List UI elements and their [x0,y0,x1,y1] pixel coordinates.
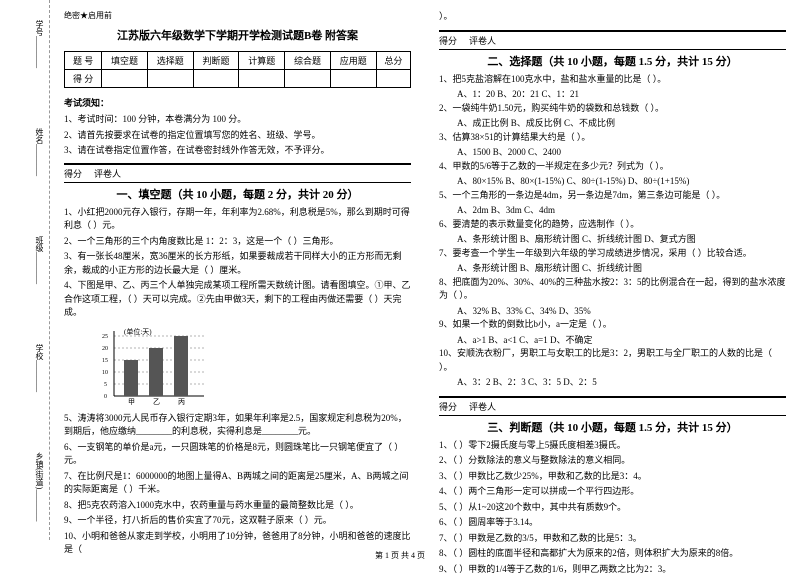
q: 10、安顺洗衣粉厂，男职工与女职工的比是3：2，男职工与全厂职工的人数的比是（ … [439,347,786,374]
cell [102,70,148,88]
score-label: 得分 [64,167,82,180]
q: 9、一个半径，打八折后的售价实宜了70元，这双鞋子原来（ ）元。 [64,514,411,528]
opt: A、条形统计图 B、扇形统计图 C、折线统计图 D、复式方图 [439,233,786,247]
q: 8、把底面为20%、30%、40%的三种盐水按2：3：5的比例混合在一起，得到的… [439,276,786,303]
svg-text:丙: 丙 [178,398,185,406]
chart-ylabel: (单位:天) [124,327,152,336]
q: 1、（ ）零下2摄氏度与零上5摄氏度相差3摄氏。 [439,439,786,453]
opt: A、a>1 B、a<1 C、a=1 D、不确定 [439,334,786,348]
th: 判断题 [193,52,239,70]
notice-item: 2、请首先按要求在试卷的指定位置填写您的姓名、班级、学号。 [64,129,411,142]
q-cont: ）。 [439,10,786,24]
opt: A、1：20 B、20：21 C、1：21 [439,88,786,102]
q: 1、小红把2000元存入银行，存期一年，年利率为2.68%，利息税是5%，那么到… [64,206,411,233]
q: 5、一个三角形的一条边是4dm，另一条边是7dm，第三条边可能是（ ）。 [439,189,786,203]
q: 5、（ ）从1~20这20个数中，其中共有质数9个。 [439,501,786,515]
q: 9、如果一个数的倒数比b小，a一定是（ ）。 [439,318,786,332]
th: 计算题 [239,52,285,70]
q: 3、（ ）甲数比乙数少25%，甲数和乙数的比是3：4。 [439,470,786,484]
q: 7、（ ）甲数是乙数的3/5，甲数和乙数的比是5：3。 [439,532,786,546]
q: 4、（ ）两个三角形一定可以拼成一个平行四边形。 [439,485,786,499]
notice-title: 考试须知： [64,96,411,109]
svg-text:乙: 乙 [153,398,160,406]
svg-text:甲: 甲 [128,398,135,406]
cell [147,70,193,88]
q: 4、下图是甲、乙、丙三个人单独完成某项工程所需天数统计图。请看图填空。①甲、乙合… [64,279,411,320]
th: 应用题 [330,52,376,70]
cell [239,70,285,88]
opt: A、成正比例 B、成反比例 C、不成比例 [439,117,786,131]
label-school: 学校________ [23,344,45,392]
q: 3、有一张长48厘米，宽36厘米的长方形纸，如果要裁成若干同样大小的正方形而无剩… [64,250,411,277]
q: 6、要清楚的表示数量变化的趋势，应选制作（ ）。 [439,218,786,232]
cell [330,70,376,88]
notice-item: 3、请在试卷指定位置作答，在试卷密封线外作答无效，不予评分。 [64,144,411,157]
reviewer-label: 评卷人 [94,167,121,180]
svg-text:5: 5 [104,382,107,388]
score-table: 题 号 填空题 选择题 判断题 计算题 综合题 应用题 总分 得 分 [64,51,411,88]
opt: A、2dm B、3dm C、4dm [439,204,786,218]
section1-title: 一、填空题（共 10 小题，每题 2 分，共计 20 分） [64,186,411,202]
q: 5、涛涛将3000元人民币存入银行定期3年，如果年利率是2.5，国家规定利息税为… [64,412,411,439]
q: 6、一支钢笔的单价是a元，一只圆珠笔的价格是8元，则圆珠笔比一只钢笔便宜了（ ）… [64,441,411,468]
opt: A、80×15% B、80×(1-15%) C、80÷(1-15%) D、80÷… [439,175,786,189]
th: 题 号 [65,52,102,70]
th: 选择题 [147,52,193,70]
opt: A、32% B、33% C、34% D、35% [439,305,786,319]
notice-item: 1、考试时间：100 分钟，本卷满分为 100 分。 [64,113,411,126]
reviewer-label: 评卷人 [469,34,496,47]
th: 填空题 [102,52,148,70]
score-label: 得分 [439,34,457,47]
q: 8、把5克农药溶入1000克水中，农药重量与药水重量的最简整数比是（ ）。 [64,499,411,513]
confidential-text: 绝密★启用前 [64,10,411,21]
cell [376,70,410,88]
q: 2、（ ）分数除法的意义与整数除法的意义相同。 [439,454,786,468]
q: 6、（ ）圆周率等于3.14。 [439,516,786,530]
label-town: 乡镇(街道)________ [23,452,45,521]
q: 4、甲数的5/6等于乙数的一半规定在多少元？列式为（ ）。 [439,160,786,174]
table-row: 题 号 填空题 选择题 判断题 计算题 综合题 应用题 总分 [65,52,411,70]
svg-text:20: 20 [102,346,108,352]
opt: A、1500 B、2000 C、2400 [439,146,786,160]
left-column: 绝密★启用前 江苏版六年级数学下学期开学检测试题B卷 附答案 题 号 填空题 选… [50,0,425,540]
q: 2、一个三角形的三个内角度数比是 1：2：3，这是一个（ ）三角形。 [64,235,411,249]
section-bar: 得分 评卷人 [64,163,411,183]
svg-text:0: 0 [104,394,107,400]
q: 1、把5克盐溶解在100克水中，盐和盐水重量的比是（ ）。 [439,73,786,87]
cell [193,70,239,88]
binding-labels: 学号________ 姓名________ 班级________ 学校_____… [23,20,45,521]
section-bar: 得分 评卷人 [439,30,786,50]
svg-text:10: 10 [102,370,108,376]
section2-title: 二、选择题（共 10 小题，每题 1.5 分，共计 15 分） [439,53,786,69]
reviewer-label: 评卷人 [469,400,496,413]
opt: A、条形统计图 B、扇形统计图 C、折线统计图 [439,262,786,276]
label-id: 学号________ [23,20,45,68]
row-label: 得 分 [65,70,102,88]
q: 7、在比例尺是1：6000000的地图上量得A、B两城之间的距离是25厘米，A、… [64,470,411,497]
svg-text:25: 25 [102,334,108,340]
th: 总分 [376,52,410,70]
binding-margin: 学号________ 姓名________ 班级________ 学校_____… [0,0,50,540]
score-label: 得分 [439,400,457,413]
q: 3、估算38×51的计算结果大约是（ ）。 [439,131,786,145]
opt: A、3：2 B、2：3 C、3：5 D、2：5 [439,376,786,390]
cell [285,70,331,88]
bar-chart: (单位:天) 0 5 10 15 20 25 甲 乙 丙 [94,326,214,406]
q: 7、要考查一个学生一年级到六年级的学习成绩进步情况，采用（ ）比较合适。 [439,247,786,261]
page-footer: 第 1 页 共 4 页 [0,550,800,561]
section3-title: 三、判断题（共 10 小题，每题 1.5 分，共计 15 分） [439,419,786,435]
label-name: 姓名________ [23,128,45,176]
table-row: 得 分 [65,70,411,88]
section-bar: 得分 评卷人 [439,396,786,416]
th: 综合题 [285,52,331,70]
q: 2、一袋纯牛奶1.50元，购买纯牛奶的袋数和总钱数（ ）。 [439,102,786,116]
svg-text:15: 15 [102,358,108,364]
right-column: ）。 得分 评卷人 二、选择题（共 10 小题，每题 1.5 分，共计 15 分… [425,0,800,540]
label-class: 班级________ [23,236,45,284]
exam-title: 江苏版六年级数学下学期开学检测试题B卷 附答案 [64,27,411,43]
